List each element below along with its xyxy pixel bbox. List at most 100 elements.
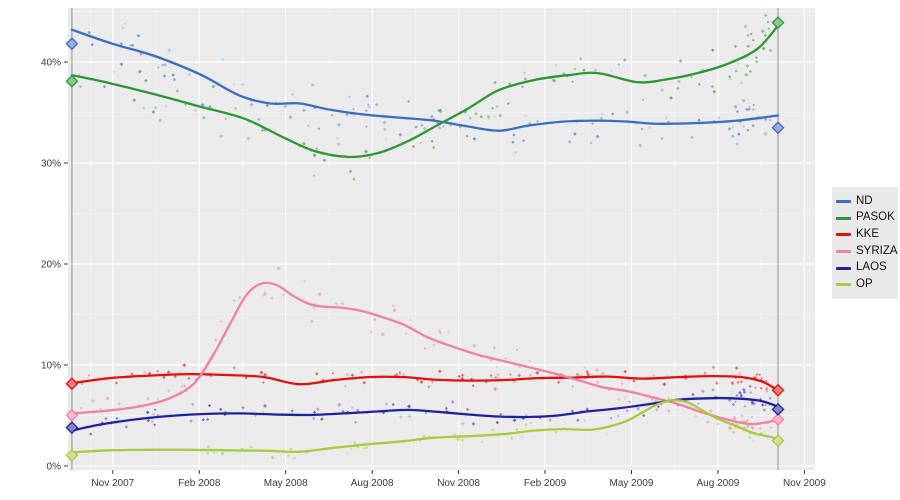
poll-point xyxy=(201,418,205,422)
poll-point xyxy=(570,409,575,413)
poll-point xyxy=(748,435,752,440)
poll-point xyxy=(437,125,442,130)
poll-point xyxy=(767,27,771,31)
poll-point xyxy=(312,410,317,414)
poll-point xyxy=(457,374,461,378)
poll-point xyxy=(610,69,614,73)
election-result-marker-syriza xyxy=(771,413,785,426)
poll-point xyxy=(240,447,245,452)
poll-point xyxy=(696,402,700,406)
poll-point xyxy=(595,134,600,139)
poll-point xyxy=(727,398,732,403)
poll-point xyxy=(554,63,558,67)
poll-point xyxy=(373,317,377,322)
poll-point xyxy=(711,365,716,370)
poll-point xyxy=(491,106,494,110)
poll-point xyxy=(418,439,422,443)
poll-point xyxy=(697,118,701,122)
poll-point xyxy=(754,55,758,59)
poll-point xyxy=(750,400,755,404)
poll-point xyxy=(153,408,157,412)
poll-point xyxy=(535,370,540,375)
poll-point xyxy=(260,128,265,133)
poll-point xyxy=(491,427,495,432)
poll-point xyxy=(734,366,739,370)
poll-point xyxy=(735,142,739,146)
poll-point xyxy=(765,390,769,393)
scatter-points-pasok xyxy=(76,13,773,181)
poll-point xyxy=(105,396,110,401)
poll-point xyxy=(479,115,484,119)
poll-point xyxy=(745,419,749,423)
x-tick-label: May 2008 xyxy=(264,478,308,489)
poll-point xyxy=(352,107,355,111)
poll-point xyxy=(625,110,630,115)
poll-point xyxy=(419,380,424,384)
poll-point xyxy=(556,380,561,384)
legend-swatch-kke-icon xyxy=(836,233,851,237)
poll-point xyxy=(742,388,746,392)
poll-point xyxy=(335,136,340,140)
poll-point xyxy=(263,372,268,377)
poll-point xyxy=(437,329,441,333)
poll-point xyxy=(362,380,366,385)
trend-line-op xyxy=(70,399,780,454)
poll-point xyxy=(579,57,583,61)
x-tick-label: Nov 2007 xyxy=(91,478,134,489)
poll-point xyxy=(162,74,167,78)
poll-point xyxy=(340,302,344,306)
poll-point xyxy=(705,420,710,424)
poll-point xyxy=(369,330,374,334)
poll-point xyxy=(748,384,752,388)
poll-point xyxy=(678,59,683,63)
poll-point xyxy=(746,34,750,37)
y-tick-label: 10% xyxy=(41,360,61,371)
poll-point xyxy=(347,95,351,99)
x-tick-label: Nov 2009 xyxy=(783,478,826,489)
poll-point xyxy=(471,422,476,426)
trend-line-syriza xyxy=(70,281,780,426)
poll-point xyxy=(524,114,527,118)
poll-point xyxy=(270,455,275,460)
plot-background xyxy=(68,8,815,470)
poll-point xyxy=(623,369,628,374)
poll-point xyxy=(143,370,147,375)
poll-point xyxy=(221,57,225,62)
poll-point xyxy=(104,417,108,421)
poll-point xyxy=(763,33,767,37)
poll-point xyxy=(474,111,478,116)
poll-point xyxy=(249,102,254,107)
poll-point xyxy=(738,120,743,124)
poll-point xyxy=(121,26,125,30)
poll-point xyxy=(754,59,759,64)
poll-point xyxy=(354,420,357,424)
poll-point xyxy=(420,123,424,127)
poll-point xyxy=(407,414,412,419)
poll-point xyxy=(345,452,350,457)
poll-point xyxy=(762,430,767,434)
poll-point xyxy=(727,127,732,131)
poll-point xyxy=(219,134,223,139)
poll-point xyxy=(468,116,472,120)
poll-point xyxy=(764,387,769,391)
poll-point xyxy=(748,105,752,109)
poll-point xyxy=(310,319,314,324)
poll-point xyxy=(551,78,556,83)
poll-point xyxy=(582,68,586,72)
poll-point xyxy=(736,62,740,66)
poll-point xyxy=(643,73,648,78)
legend-swatch-op-icon xyxy=(836,283,851,287)
poll-point xyxy=(311,83,314,87)
x-tick-label: Nov 2008 xyxy=(437,478,480,489)
poll-point xyxy=(129,44,133,47)
poll-point xyxy=(625,409,629,413)
poll-point xyxy=(753,386,757,390)
poll-point xyxy=(456,437,461,442)
poll-point xyxy=(498,113,503,118)
legend-swatch-pasok-icon xyxy=(836,216,851,220)
poll-point xyxy=(151,110,156,114)
poll-point xyxy=(599,116,604,121)
poll-point xyxy=(733,104,738,109)
poll-point xyxy=(730,381,734,385)
poll-point xyxy=(745,424,750,429)
